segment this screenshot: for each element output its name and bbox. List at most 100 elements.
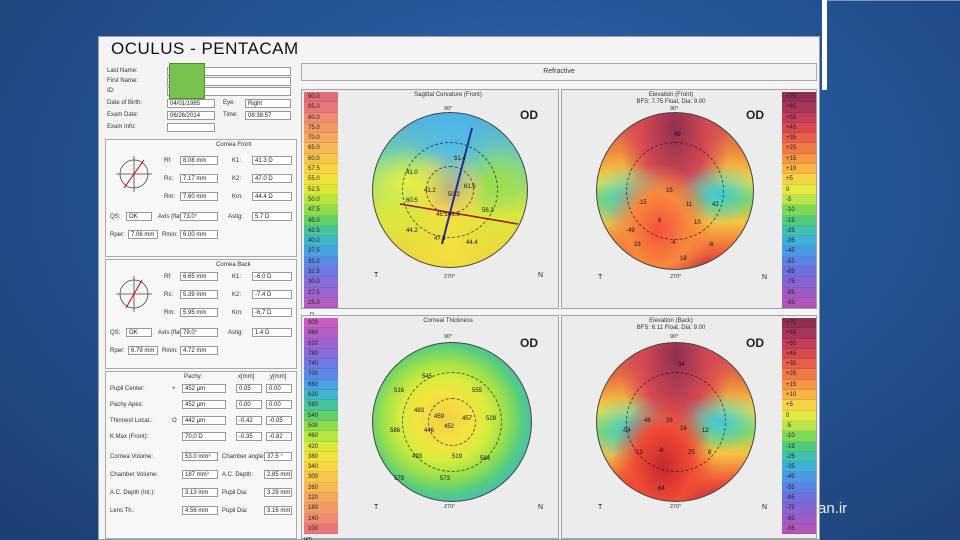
axis-t: T bbox=[374, 272, 379, 279]
eye-label: OD bbox=[746, 336, 764, 350]
map-value: 519 bbox=[452, 454, 463, 460]
pachy-y: 0.00 bbox=[266, 384, 292, 393]
exam-info-field[interactable] bbox=[167, 123, 215, 132]
map-value: 44.4 bbox=[466, 240, 478, 246]
map-value: 459 bbox=[434, 414, 445, 420]
map-value: -15 bbox=[638, 200, 647, 206]
scale-cell: 900 bbox=[304, 318, 338, 329]
extra-value: 187 mm³ bbox=[182, 470, 218, 479]
patient-field-first-name: First Name: bbox=[105, 77, 297, 86]
scale-cell: -25 bbox=[782, 225, 816, 237]
rf-value: 8.08 mm bbox=[180, 156, 218, 165]
time-label: Time: bbox=[223, 112, 238, 118]
scale-cell: 620 bbox=[304, 390, 338, 401]
extra-label: A.C. Depth (Int.): bbox=[110, 490, 156, 496]
k1-label: K1: bbox=[232, 274, 242, 280]
scale-cell: 47.5 bbox=[304, 205, 338, 216]
pachy-value: 452 µm bbox=[182, 400, 226, 409]
extra-value: 37.5 ° bbox=[264, 452, 292, 461]
time-field[interactable]: 08:38:57 bbox=[245, 111, 291, 120]
scale-cell: 780 bbox=[304, 348, 338, 360]
pachy-row-label: Pupil Center: bbox=[110, 386, 145, 392]
pachy-x: 0.05 bbox=[236, 384, 262, 393]
map-value: -54 bbox=[622, 428, 631, 434]
exam-date-field[interactable]: 06/26/2014 bbox=[167, 111, 215, 120]
rmin-value: 6.00 mm bbox=[180, 230, 218, 239]
pachy-x: -0.42 bbox=[236, 416, 262, 425]
scale-cell: 65.0 bbox=[304, 143, 338, 154]
eye-field[interactable]: Right bbox=[245, 99, 291, 108]
map-elevation-back[interactable]: Elevation (Back) BFS: 6.11 Float, Dia: 9… bbox=[561, 315, 817, 539]
map-sagittal[interactable]: 90.0 85.0 80.0 75.0 70.0 65.0 60.0 57.5 … bbox=[301, 89, 559, 318]
map-value: -8 bbox=[658, 448, 664, 454]
map-value: 493 bbox=[412, 454, 423, 460]
id-input[interactable] bbox=[167, 87, 291, 96]
map-value: 11 bbox=[686, 202, 693, 208]
extra-value: 4.56 mm bbox=[182, 506, 218, 515]
map-elevation-front[interactable]: Elevation (Front) BFS: 7.75 Float, Dia: … bbox=[561, 89, 817, 309]
patient-field-id: ID: bbox=[105, 87, 297, 96]
map-value: 16 bbox=[680, 426, 687, 432]
scale-cell: -95 bbox=[782, 297, 816, 309]
footer-link[interactable]: an.ir bbox=[818, 500, 848, 517]
pachy-value: 442 µm bbox=[182, 416, 226, 425]
first-name-input[interactable] bbox=[167, 77, 291, 86]
field-label: First Name: bbox=[107, 78, 139, 84]
scale-cell: -25 bbox=[782, 451, 816, 463]
astig-label: Astig: bbox=[228, 330, 244, 336]
rf-label: Rf: bbox=[164, 158, 172, 164]
scale-cell: 860 bbox=[304, 328, 338, 339]
scale-cell: +55 bbox=[782, 338, 816, 349]
map-value: 10 bbox=[694, 220, 701, 226]
map-value: 26 bbox=[666, 418, 673, 424]
extra-label: Cornea Volume: bbox=[110, 454, 154, 460]
scale-cell: 580 bbox=[304, 400, 338, 411]
k2-label: K2: bbox=[232, 292, 242, 298]
left-panel: Last Name: First Name: ID: Date of Birth… bbox=[105, 63, 297, 539]
pachy-row-label: K Max (Front): bbox=[110, 434, 149, 440]
rm-value: 5.95 mm bbox=[180, 308, 218, 317]
rm-label: Rm: bbox=[164, 194, 175, 200]
qs-value: OK bbox=[126, 212, 152, 221]
axis-n: N bbox=[762, 274, 768, 281]
scale-cell: +5 bbox=[782, 174, 816, 185]
map-corneal-thickness[interactable]: 900 860 820 780 740 700 660 620 580 540 … bbox=[301, 315, 559, 540]
scale-cell: 220 bbox=[304, 493, 338, 504]
scale-cell: 40.0 bbox=[304, 236, 338, 247]
scale-cell: +5 bbox=[782, 400, 816, 411]
km-label: Km: bbox=[232, 194, 243, 200]
scale-cell: 85.0 bbox=[304, 102, 338, 113]
map-value: -49 bbox=[626, 228, 635, 234]
map-value: 6 bbox=[658, 218, 662, 224]
scale-cell: +35 bbox=[782, 359, 816, 370]
patient-field-last-name: Last Name: bbox=[105, 67, 297, 76]
axis-n: N bbox=[762, 504, 768, 511]
scale-cell: 27.5 bbox=[304, 287, 338, 298]
scale-cell: 57.5 bbox=[304, 164, 338, 175]
pachy-x: 0.00 bbox=[236, 400, 262, 409]
pachy-row-label: Thinnest Locat.: bbox=[110, 418, 153, 424]
last-name-input[interactable] bbox=[167, 67, 291, 76]
scale-cell: 32.5 bbox=[304, 267, 338, 278]
scale-cell: 37.5 bbox=[304, 246, 338, 257]
map-value: 545 bbox=[422, 374, 433, 380]
astig-value: 5.7 D bbox=[252, 212, 292, 221]
map-value: 41.0 bbox=[406, 170, 418, 176]
deg-270: 270° bbox=[670, 274, 682, 280]
scale-cell: -85 bbox=[782, 287, 816, 298]
scale-cell: -75 bbox=[782, 503, 816, 514]
scale-cell: -55 bbox=[782, 256, 816, 268]
accent-bar bbox=[822, 0, 827, 90]
scale-cell: -55 bbox=[782, 482, 816, 494]
scale-cell: 52.5 bbox=[304, 184, 338, 195]
zone-ring bbox=[626, 372, 726, 472]
dob-field[interactable]: 04/01/1985 bbox=[167, 99, 215, 108]
scale-cell: 60.0 bbox=[304, 153, 338, 165]
map-value: 452 bbox=[444, 424, 455, 430]
refractive-header[interactable]: Refractive bbox=[301, 63, 817, 81]
scale-cell: -85 bbox=[782, 513, 816, 524]
map-value: 586 bbox=[390, 428, 401, 434]
rs-label: Rs: bbox=[164, 292, 173, 298]
map-value: 516 bbox=[394, 388, 405, 394]
scale-cell: +75 bbox=[782, 92, 816, 103]
